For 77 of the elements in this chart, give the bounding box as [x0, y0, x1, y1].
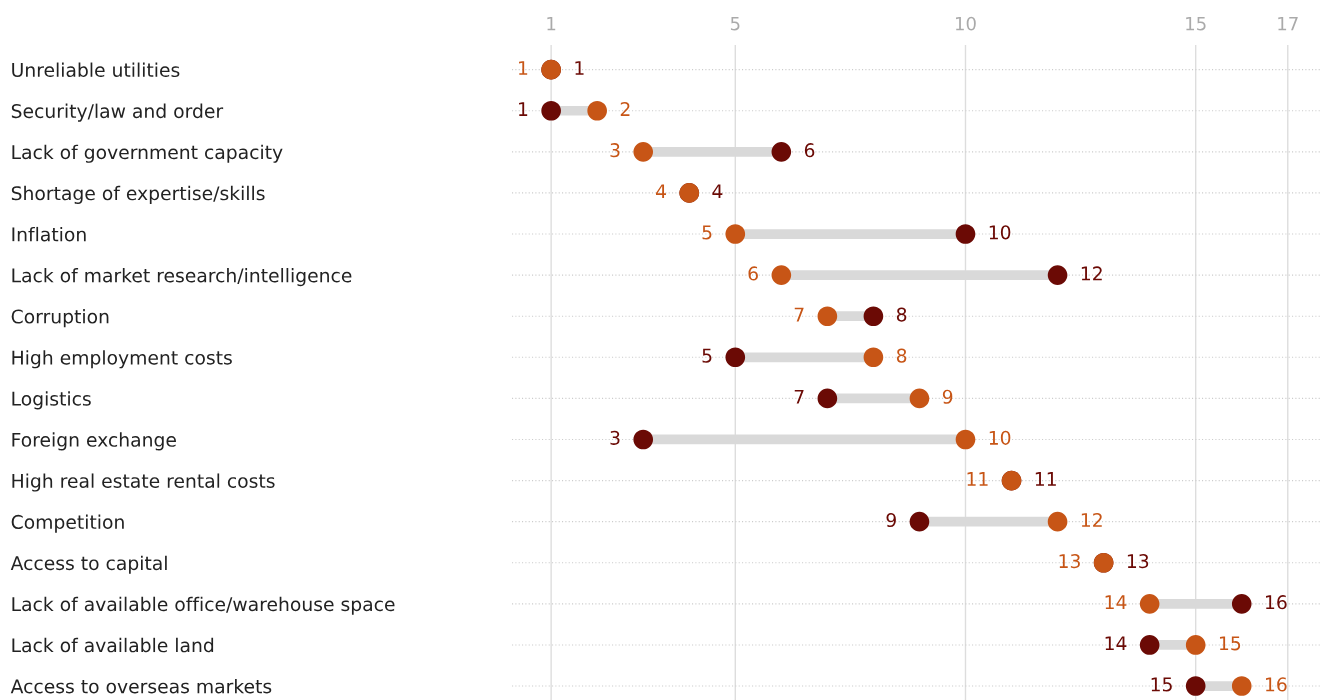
data-label: 1	[519, 61, 528, 75]
y-tick-label: Logistics	[12, 391, 91, 410]
data-label: 9	[886, 512, 896, 528]
y-tick-label: Lack of available land	[12, 637, 214, 653]
y-tick-label: Competition	[11, 514, 124, 533]
point	[771, 142, 792, 162]
data-label: 5	[702, 225, 712, 240]
y-tick-label: Lack of available office/warehouse space	[12, 596, 395, 615]
y-tick-label: Inflation	[12, 226, 86, 242]
y-tick-label: Unreliable utilities	[12, 62, 180, 78]
y-tick-label: Shortage of expertise/skills	[11, 185, 265, 204]
data-label: 6	[804, 143, 815, 158]
point	[1047, 265, 1068, 285]
data-label: 10	[989, 430, 1011, 445]
point	[817, 306, 838, 327]
data-label: 1	[519, 102, 528, 116]
data-label: 14	[1105, 636, 1127, 651]
data-label: 8	[896, 307, 907, 322]
data-label: 2	[620, 102, 630, 116]
point	[909, 388, 930, 409]
data-label: 5	[702, 348, 712, 363]
point	[955, 429, 976, 450]
point	[1231, 676, 1252, 696]
data-label: 11	[967, 472, 988, 486]
data-label: 14	[1105, 595, 1127, 610]
point	[909, 511, 930, 532]
y-tick-label: Foreign exchange	[12, 432, 176, 451]
data-label: 3	[610, 143, 620, 158]
y-tick-label: Access to overseas markets	[10, 678, 272, 694]
data-label: 7	[794, 307, 804, 322]
y-tick-label: Lack of government capacity	[12, 144, 283, 163]
point	[955, 224, 976, 244]
x-tick-label: 5	[730, 16, 740, 31]
x-tick-label: 1	[547, 16, 556, 31]
point	[1139, 594, 1160, 614]
y-tick-label: High real estate rental costs	[12, 473, 275, 492]
data-label: 7	[794, 389, 804, 404]
data-label: 13	[1127, 554, 1149, 569]
data-label: 6	[748, 266, 758, 281]
point	[1139, 635, 1160, 655]
point	[771, 265, 792, 285]
data-label: 8	[896, 348, 907, 363]
point	[1047, 511, 1068, 532]
data-label: 16	[1266, 677, 1287, 692]
point	[587, 100, 607, 121]
point	[541, 100, 561, 121]
y-tick-label: Corruption	[11, 309, 109, 328]
point	[1185, 676, 1206, 696]
x-tick-label: 10	[955, 16, 976, 31]
data-label: 12	[1081, 266, 1102, 281]
point	[863, 347, 884, 368]
y-tick-label: Lack of market research/intelligence	[12, 267, 352, 287]
data-label: 4	[712, 184, 723, 199]
y-tick-label: High employment costs	[12, 350, 232, 369]
data-label: 15	[1219, 636, 1241, 651]
data-label: 15	[1151, 677, 1172, 692]
data-label: 10	[989, 225, 1011, 240]
point	[1231, 594, 1252, 614]
point	[725, 347, 746, 368]
point	[1185, 635, 1206, 655]
x-tick-label: 15	[1186, 16, 1206, 31]
data-label: 16	[1266, 595, 1287, 610]
point	[863, 306, 884, 327]
y-tick-label: Security/law and order	[11, 103, 224, 122]
point	[633, 429, 654, 450]
x-tick-label: 17	[1278, 16, 1298, 31]
point	[725, 224, 746, 244]
y-tick-label: Access to capital	[10, 555, 167, 574]
data-label: 13	[1059, 554, 1080, 569]
data-label: 11	[1035, 472, 1056, 486]
point	[817, 388, 838, 409]
data-label: 4	[656, 184, 666, 199]
data-label: 1	[575, 61, 584, 75]
data-label: 9	[942, 389, 953, 404]
data-label: 12	[1081, 512, 1102, 527]
data-label: 3	[610, 430, 620, 445]
point	[633, 142, 654, 162]
